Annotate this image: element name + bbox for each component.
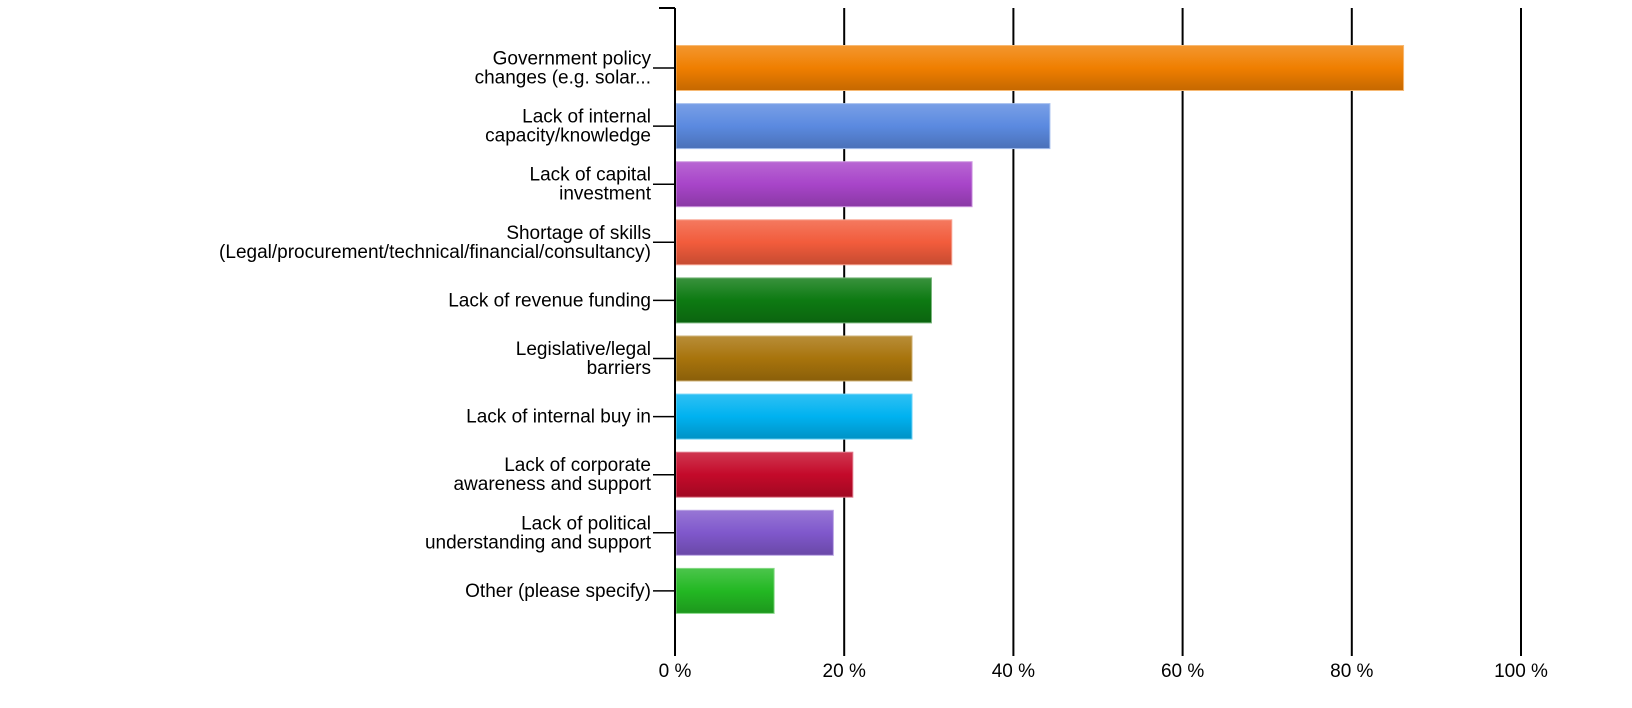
category-label-7-line-1: awareness and support [453, 474, 651, 495]
category-label-3-line-0: Shortage of skills [506, 223, 651, 244]
bar-7 [675, 451, 854, 498]
bar-2 [675, 161, 973, 208]
category-label-1-line-1: capacity/knowledge [485, 126, 651, 147]
x-tick-label-20: 20 % [823, 661, 866, 682]
category-label-5-line-1: barriers [587, 358, 651, 379]
x-tick-label-80: 80 % [1330, 661, 1373, 682]
category-label-8-line-0: Lack of political [521, 513, 651, 534]
x-tick-label-0: 0 % [659, 661, 692, 682]
x-tick-labels: 0 % 20 % 40 % 60 % 80 % 100 % [659, 661, 1548, 682]
category-label-2-line-0: Lack of capital [530, 165, 651, 186]
category-label-5-line-0: Legislative/legal [516, 339, 651, 360]
bar-9 [675, 567, 775, 614]
x-tick-label-60: 60 % [1161, 661, 1204, 682]
category-label-2-line-1: investment [559, 184, 652, 205]
category-label-0-line-0: Government policy [493, 49, 652, 70]
bar-8 [675, 509, 834, 556]
bar-1 [675, 103, 1051, 150]
bar-5 [675, 335, 913, 382]
bar-0 [675, 45, 1405, 91]
category-label-1-line-0: Lack of internal [522, 107, 651, 128]
category-label-4-line-0: Lack of revenue funding [448, 290, 651, 311]
category-label-6-line-0: Lack of internal buy in [466, 407, 651, 428]
x-tick-label-40: 40 % [992, 661, 1035, 682]
category-label-0-line-1: changes (e.g. solar... [475, 68, 651, 89]
bar-4 [675, 277, 932, 324]
bar-6 [675, 393, 913, 440]
x-tick-label-100: 100 % [1494, 661, 1548, 682]
axes [653, 7, 1522, 656]
category-label-9-line-0: Other (please specify) [465, 581, 651, 602]
category-label-7-line-0: Lack of corporate [504, 455, 651, 476]
category-label-8-line-1: understanding and support [425, 532, 652, 553]
bars [675, 45, 1405, 614]
bar-3 [675, 219, 953, 266]
category-label-3-line-1: (Legal/procurement/technical/financial/c… [219, 242, 651, 263]
